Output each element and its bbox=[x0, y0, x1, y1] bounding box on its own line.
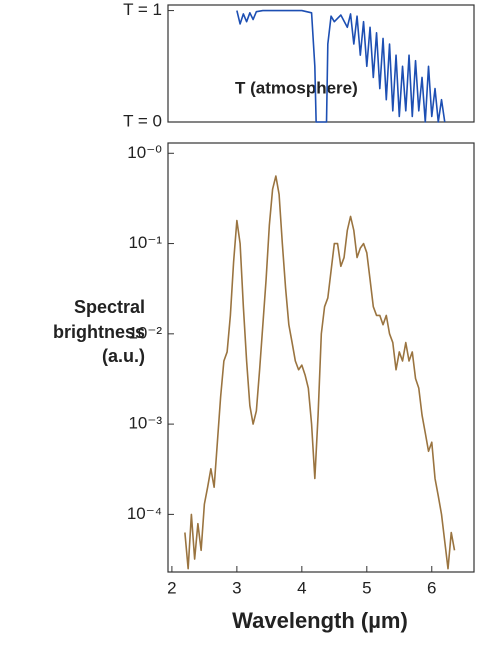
x-tick-label: 2 bbox=[167, 578, 176, 597]
y-tick-label: 10⁻⁴ bbox=[127, 504, 162, 523]
y-tick-label: 10⁻² bbox=[128, 323, 162, 342]
plot-frame bbox=[167, 142, 475, 573]
y-axis-label: Spectral bbox=[74, 297, 145, 317]
plot-frame bbox=[167, 4, 475, 123]
y-axis-label: brightness bbox=[53, 322, 145, 342]
y-tick-label: 10⁻¹ bbox=[128, 233, 162, 252]
x-tick-label: 6 bbox=[427, 578, 436, 597]
y-tick-label: T = 1 bbox=[123, 0, 162, 19]
y-axis-label: (a.u.) bbox=[102, 346, 145, 366]
x-tick-label: 4 bbox=[297, 578, 306, 597]
y-tick-label: 10⁻³ bbox=[128, 414, 162, 433]
y-tick-label: 10⁻⁰ bbox=[127, 143, 162, 162]
x-tick-label: 5 bbox=[362, 578, 371, 597]
x-tick-label: 3 bbox=[232, 578, 241, 597]
x-axis-label: Wavelength (µm) bbox=[232, 608, 408, 633]
annotation: T (atmosphere) bbox=[235, 78, 358, 97]
data-line bbox=[184, 175, 456, 570]
y-tick-label: T = 0 bbox=[123, 111, 162, 130]
data-line bbox=[236, 9, 446, 123]
